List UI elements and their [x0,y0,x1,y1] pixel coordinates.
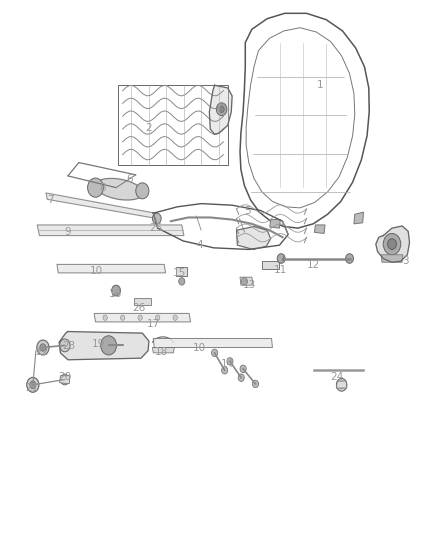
Circle shape [241,278,247,285]
Circle shape [240,365,246,373]
Text: 10: 10 [193,343,206,352]
Circle shape [60,339,70,352]
Polygon shape [60,376,70,384]
Text: 21: 21 [25,383,38,393]
Text: 19: 19 [92,339,105,349]
Circle shape [155,315,160,320]
Circle shape [339,382,344,388]
Text: 11: 11 [274,265,287,274]
Text: 14: 14 [221,359,234,368]
Circle shape [212,349,218,357]
Circle shape [27,377,39,392]
Polygon shape [59,332,149,360]
Circle shape [346,254,353,263]
Polygon shape [153,338,272,348]
Polygon shape [381,255,403,262]
Circle shape [388,239,396,249]
Polygon shape [336,381,347,388]
Text: 17: 17 [147,319,160,328]
Text: 23: 23 [63,342,76,351]
Polygon shape [46,193,157,219]
Circle shape [173,315,177,320]
Text: 7: 7 [47,195,54,205]
Text: 1: 1 [316,80,323,90]
Circle shape [37,340,49,355]
Polygon shape [209,85,232,134]
Polygon shape [262,261,279,269]
Circle shape [120,315,125,320]
Text: 25: 25 [149,223,162,233]
Circle shape [383,233,401,255]
Polygon shape [376,226,410,262]
Ellipse shape [95,179,143,200]
Text: 8: 8 [99,183,106,192]
Text: 18: 18 [155,347,168,357]
Polygon shape [57,264,166,273]
Circle shape [101,336,117,355]
Circle shape [88,178,103,197]
Text: 4: 4 [196,240,203,250]
Text: 16: 16 [109,289,122,299]
Text: 13: 13 [243,280,256,290]
Circle shape [227,358,233,365]
Text: 5: 5 [244,206,251,215]
Polygon shape [354,212,364,224]
Text: 26: 26 [133,303,146,313]
Circle shape [60,374,69,385]
Text: 6: 6 [126,174,133,183]
Text: 9: 9 [64,227,71,237]
Circle shape [138,315,142,320]
Polygon shape [152,348,174,353]
Circle shape [336,378,347,391]
Circle shape [152,213,161,224]
Circle shape [238,374,244,382]
Polygon shape [176,266,187,276]
Circle shape [40,344,46,351]
Circle shape [30,381,36,389]
Text: 15: 15 [173,269,186,278]
Polygon shape [94,313,191,322]
Polygon shape [134,298,151,305]
Circle shape [136,183,149,199]
Text: 3: 3 [402,256,409,266]
Text: 2: 2 [145,123,152,133]
Circle shape [222,367,228,374]
Text: 22: 22 [35,347,48,357]
Text: 24: 24 [331,373,344,382]
Circle shape [219,106,224,112]
Circle shape [179,278,185,285]
Polygon shape [237,227,271,249]
Polygon shape [240,277,253,285]
Text: 20: 20 [58,373,71,382]
Text: 10: 10 [90,266,103,276]
Circle shape [103,315,107,320]
Polygon shape [270,220,280,228]
Circle shape [252,380,258,387]
Polygon shape [314,225,325,233]
Polygon shape [37,225,184,236]
Circle shape [216,103,227,116]
Circle shape [112,285,120,296]
Circle shape [277,254,285,263]
Text: 12: 12 [307,260,320,270]
